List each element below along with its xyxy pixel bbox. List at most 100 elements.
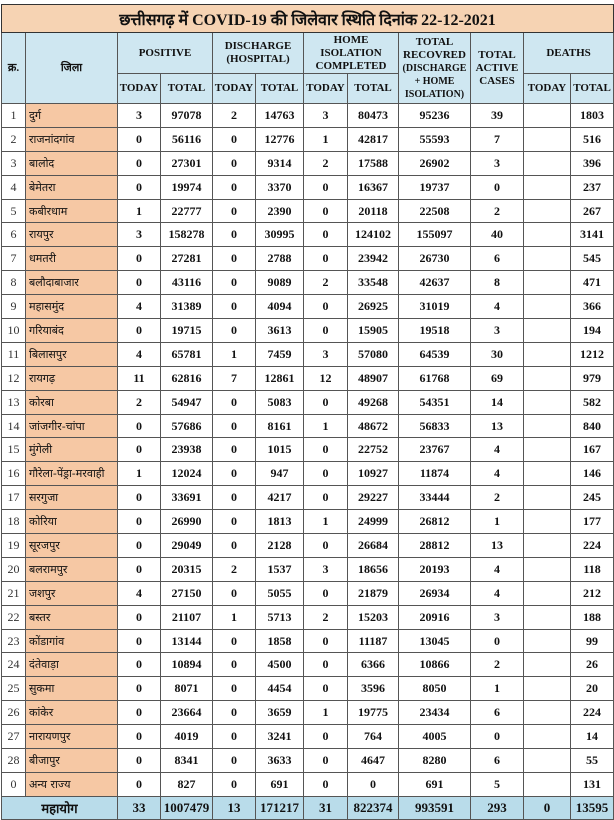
- cell-deaths-total: 167: [569, 437, 614, 463]
- cell-discharge-total: 4454: [255, 676, 304, 702]
- cell-positive-today: 0: [117, 771, 161, 797]
- table-row: 13 कोरबा 2 54947 0 5083 0 49268 54351 14 582: [1, 389, 614, 415]
- cell-home-total: 26925: [347, 294, 399, 320]
- table-row: 16 गौरेला-पेंड्रा-मरवाही 1 12024 0 947 0 10927 1…: [1, 461, 614, 487]
- cell-deaths-total: 545: [569, 246, 614, 272]
- cell-positive-total: 97078: [160, 103, 213, 128]
- cell-deaths-total: 14: [569, 724, 614, 750]
- cell-active: 8: [470, 270, 524, 296]
- header-discharge: DISCHARGE (HOSPITAL): [212, 32, 304, 74]
- cell-deaths-total: 245: [569, 485, 614, 511]
- cell-deaths-today: [523, 126, 571, 152]
- cell-recovered: 61768: [398, 365, 471, 391]
- table-row: 23 कोंडागांव 0 13144 0 1858 0 11187 13045 0 99: [1, 628, 614, 654]
- cell-positive-total: 19715: [160, 318, 213, 343]
- cell-district: जांजगीर-चांपा: [25, 413, 118, 439]
- cell-positive-total: 8341: [160, 748, 213, 773]
- cell-deaths-today: [523, 294, 571, 320]
- cell-active: 0: [470, 724, 524, 750]
- cell-discharge-today: 0: [212, 533, 256, 558]
- cell-district: धमतरी: [25, 246, 118, 272]
- cell-recovered: 56833: [398, 413, 471, 439]
- cell-home-total: 19775: [347, 700, 399, 726]
- cell-recovered: 20193: [398, 556, 471, 582]
- cell-positive-total: 57686: [160, 413, 213, 439]
- table-row: 7 धमतरी 0 27281 0 2788 0 23942 26730 6 545: [1, 246, 614, 272]
- cell-recovered: 691: [398, 771, 471, 797]
- cell-active: 5: [470, 771, 524, 797]
- table-row: 0 अन्य राज्य 0 827 0 691 0 0 691 5 131: [1, 771, 614, 797]
- cell-home-total: 6366: [347, 652, 399, 678]
- table-row: 27 नारायणपुर 0 4019 0 3241 0 764 4005 0 14: [1, 724, 614, 750]
- cell-sn: 24: [1, 652, 26, 678]
- cell-positive-today: 4: [117, 580, 161, 606]
- cell-home-total: 124102: [347, 222, 399, 248]
- cell-positive-total: 62816: [160, 365, 213, 391]
- cell-sn: 4: [1, 174, 26, 200]
- cell-home-today: 0: [303, 485, 348, 511]
- cell-positive-today: 0: [117, 628, 161, 654]
- cell-positive-today: 0: [117, 246, 161, 272]
- header-district: जिला: [25, 32, 118, 104]
- cell-home-total: 11187: [347, 628, 399, 654]
- header-deaths: DEATHS: [522, 32, 614, 74]
- cell-active: 39: [470, 103, 524, 128]
- cell-positive-total: 10894: [160, 652, 213, 678]
- cell-home-total: 16367: [347, 174, 399, 200]
- cell-deaths-today: [523, 103, 571, 128]
- cell-sn: 0: [1, 771, 26, 797]
- cell-home-total: 0: [347, 771, 399, 797]
- cell-recovered: 19737: [398, 174, 471, 200]
- cell-recovered: 23767: [398, 437, 471, 463]
- cell-deaths-total: 224: [569, 700, 614, 726]
- cell-positive-total: 54947: [160, 389, 213, 415]
- cell-positive-total: 27281: [160, 246, 213, 272]
- cell-discharge-total: 2390: [255, 198, 304, 224]
- cell-deaths-total: 188: [569, 604, 614, 630]
- cell-deaths-total: 979: [569, 365, 614, 391]
- cell-sn: 14: [1, 413, 26, 439]
- header-positive-total: TOTAL: [160, 73, 213, 104]
- cell-deaths-today: [523, 461, 571, 487]
- cell-recovered: 8050: [398, 676, 471, 702]
- cell-positive-today: 11: [117, 365, 161, 391]
- cell-home-today: 3: [303, 556, 348, 582]
- cell-sn: 10: [1, 318, 26, 343]
- cell-deaths-today: [523, 341, 571, 367]
- cell-positive-total: 31389: [160, 294, 213, 320]
- cell-sn: 26: [1, 700, 26, 726]
- cell-home-total: 22752: [347, 437, 399, 463]
- header-deaths-total: TOTAL: [569, 73, 614, 104]
- cell-positive-today: 4: [117, 294, 161, 320]
- cell-positive-total: 13144: [160, 628, 213, 654]
- cell-sn: 15: [1, 437, 26, 463]
- cell-district: कोरिया: [25, 509, 118, 535]
- cell-discharge-today: 0: [212, 389, 256, 415]
- cell-home-today: 0: [303, 461, 348, 487]
- cell-positive-today: 0: [117, 556, 161, 582]
- cell-home-total: 3596: [347, 676, 399, 702]
- cell-discharge-today: 0: [212, 771, 256, 797]
- table-row: 12 रायगढ़ 11 62816 7 12861 12 48907 61768 69 979: [1, 365, 614, 391]
- cell-home-today: 0: [303, 246, 348, 272]
- cell-discharge-total: 5713: [255, 604, 304, 630]
- cell-active: 6: [470, 748, 524, 773]
- cell-deaths-today: [523, 652, 571, 678]
- cell-home-today: 0: [303, 652, 348, 678]
- cell-active: 2: [470, 652, 524, 678]
- cell-active: 13: [470, 413, 524, 439]
- cell-discharge-total: 7459: [255, 341, 304, 367]
- cell-sn: 27: [1, 724, 26, 750]
- cell-discharge-total: 3241: [255, 724, 304, 750]
- cell-discharge-total: 2128: [255, 533, 304, 558]
- cell-discharge-today: 0: [212, 628, 256, 654]
- cell-district: बीजापुर: [25, 748, 118, 773]
- cell-positive-total: 12024: [160, 461, 213, 487]
- cell-home-today: 1: [303, 509, 348, 535]
- cell-deaths-today: [523, 270, 571, 296]
- cell-deaths-total: 20: [569, 676, 614, 702]
- cell-recovered: 26730: [398, 246, 471, 272]
- table-row: 25 सुकमा 0 8071 0 4454 0 3596 8050 1 20: [1, 676, 614, 702]
- cell-district: कबीरधाम: [25, 198, 118, 224]
- cell-deaths-today: [523, 700, 571, 726]
